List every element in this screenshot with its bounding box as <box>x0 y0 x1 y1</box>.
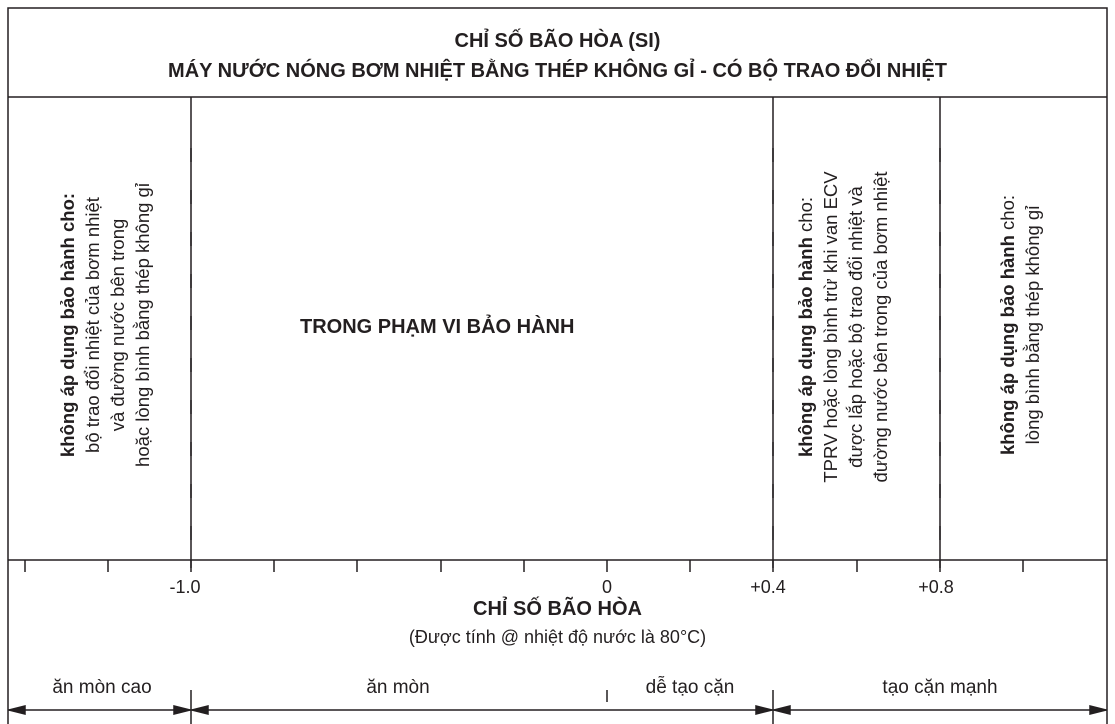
axis-ticks <box>24 560 1024 572</box>
left-region-text: không áp dụng bảo hành cho: bộ trao đổi … <box>55 136 155 514</box>
left-region-line-1: bộ trao đổi nhiệt của bơm nhiệt <box>82 197 103 453</box>
zone-label-high-corrosion: ăn mòn cao <box>52 677 152 698</box>
tick-label-plus-0-8: +0.8 <box>918 577 954 597</box>
mid-right-region-suffix: cho: <box>795 196 816 238</box>
tick-label-zero: 0 <box>601 577 613 597</box>
mid-right-region-line-3: đường nước bên trong của bơm nhiệt <box>870 171 891 483</box>
mid-right-region-bold: không áp dụng bảo hành <box>795 237 816 458</box>
right-region-text: không áp dụng bảo hành cho: lòng bình bằ… <box>995 136 1045 514</box>
tick-label-minus-1: -1.0 <box>169 577 201 597</box>
right-region-line-1: lòng bình bằng thép không gỉ <box>1022 205 1043 445</box>
axis-title: CHỈ SỐ BÃO HÒA <box>473 598 642 620</box>
warranty-region-label: TRONG PHẠM VI BẢO HÀNH <box>300 316 575 338</box>
left-region-bold: không áp dụng bảo hành cho: <box>57 192 78 458</box>
mid-right-region-line-1: TPRV hoặc lòng bình trừ khi van ECV <box>820 171 841 483</box>
right-region-suffix: cho: <box>997 194 1018 236</box>
title-line-2: MÁY NƯỚC NÓNG BƠM NHIỆT BẰNG THÉP KHÔNG … <box>168 60 947 82</box>
zone-label-corrosion: ăn mòn <box>366 677 430 698</box>
dashed-markers <box>190 148 941 540</box>
mid-right-region-line-2: được lắp hoặc bộ trao đổi nhiệt và <box>845 186 866 468</box>
zone-label-heavy-scaling: tạo cặn mạnh <box>882 677 998 698</box>
left-region-line-2: và đường nước bên trong <box>107 218 128 432</box>
right-region-bold: không áp dụng bảo hành <box>997 235 1018 456</box>
tick-label-plus-0-4: +0.4 <box>750 577 786 597</box>
left-region-line-3: hoặc lòng bình bằng thép không gỉ <box>132 183 153 467</box>
axis-note: (Được tính @ nhiệt độ nước là 80°C) <box>408 627 707 647</box>
zone-label-scaling: dễ tạo cặn <box>645 677 735 698</box>
zone-arrows <box>8 690 1107 724</box>
mid-right-region-text: không áp dụng bảo hành cho: TPRV hoặc lò… <box>793 118 893 536</box>
outer-frame <box>7 7 1108 724</box>
title-line-1: CHỈ SỐ BÃO HÒA (SI) <box>454 30 661 52</box>
